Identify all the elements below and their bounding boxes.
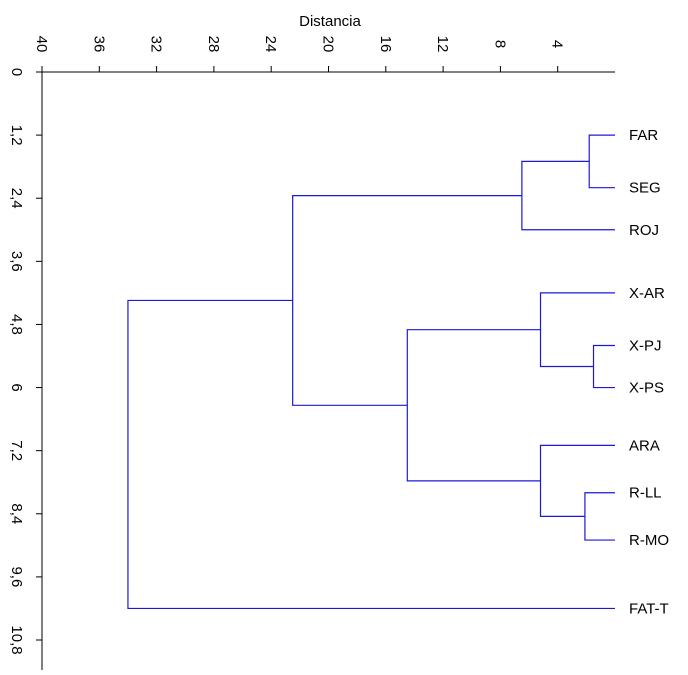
y-tick-label: 10,8 [8,625,25,654]
x-tick-label: 28 [205,36,222,53]
leaf-label: SEG [629,180,661,197]
y-tick-label: 3,6 [8,251,25,272]
leaf-label: X-PS [629,380,664,397]
dendrogram-branches [127,134,615,610]
x-tick-label: 40 [33,36,50,53]
dendrogram-link [584,492,615,541]
dendrogram-link [588,134,615,189]
leaf-label: ROJ [629,222,659,239]
x-tick-label: 4 [549,40,566,48]
x-tick-label: 8 [491,40,508,48]
leaf-label: R-MO [629,532,669,549]
dendrogram-link [539,444,615,518]
y-tick-label: 7,2 [8,440,25,461]
x-tick-label: 20 [320,36,337,53]
leaf-label: X-PJ [629,337,662,354]
y-tick-label: 4,8 [8,314,25,335]
y-tick-label: 0 [8,68,25,76]
y-tick-label: 9,6 [8,566,25,587]
dendrogram-link [539,292,615,368]
dendrogram-link [521,160,615,231]
x-tick-label: 12 [434,36,451,53]
dendrogram-link [127,299,615,610]
x-axis-title: Distancia [299,13,361,30]
x-tick-label: 36 [90,36,107,53]
y-tick-label: 6 [8,383,25,391]
x-tick-label: 32 [148,36,165,53]
leaf-label: ARA [629,437,660,454]
leaf-label: FAT-T [629,600,669,617]
x-tick-label: 16 [377,36,394,53]
y-tick-label: 2,4 [8,188,25,209]
leaf-label: R-LL [629,485,662,502]
y-tick-label: 1,2 [8,125,25,146]
y-tick-label: 8,4 [8,503,25,524]
y-ticks: 0 1,2 2,4 3,6 4,8 6 7,2 8,4 9,6 10,8 [8,68,42,655]
leaf-labels: FAR SEG ROJ X-AR X-PJ X-PS ARA R-LL R-MO FAT-T [629,127,669,617]
leaf-label: X-AR [629,285,665,302]
x-ticks: 40 36 32 28 24 20 16 12 8 4 [33,36,566,72]
dendrogram-link [406,329,541,482]
x-tick-label: 24 [262,36,279,53]
dendrogram-link [592,344,615,389]
leaf-label: FAR [629,127,658,144]
